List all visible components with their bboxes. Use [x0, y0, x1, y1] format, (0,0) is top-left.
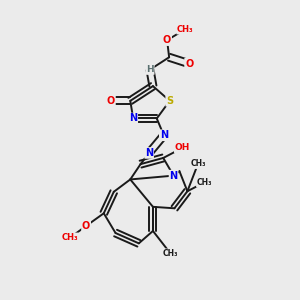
Text: N: N [160, 130, 168, 140]
Text: OH: OH [175, 143, 190, 152]
Text: N: N [145, 148, 153, 158]
Text: O: O [82, 221, 90, 231]
Text: CH₃: CH₃ [197, 178, 212, 187]
Text: O: O [185, 59, 193, 69]
Text: CH₃: CH₃ [190, 159, 206, 168]
Text: CH₃: CH₃ [61, 233, 78, 242]
Text: N: N [129, 113, 137, 124]
Text: H: H [146, 65, 154, 74]
Text: S: S [166, 96, 173, 106]
Text: O: O [163, 35, 171, 45]
Text: O: O [107, 96, 115, 106]
Text: CH₃: CH₃ [177, 25, 194, 34]
Text: CH₃: CH₃ [163, 249, 178, 258]
Text: N: N [169, 171, 178, 181]
